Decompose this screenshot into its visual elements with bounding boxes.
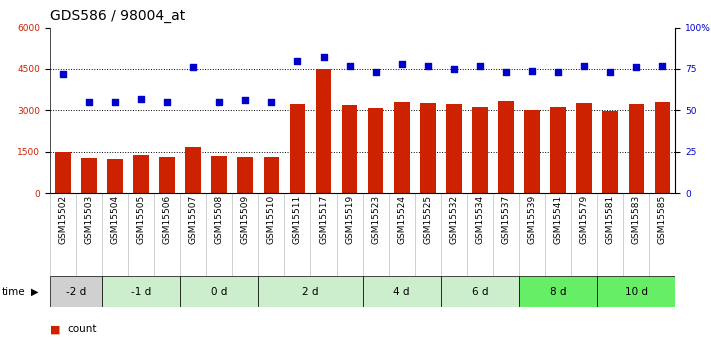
Bar	[629, 104, 644, 193]
Point	[396, 61, 407, 67]
Point	[604, 70, 616, 75]
Bar	[211, 156, 227, 193]
Bar	[394, 102, 410, 193]
Bar	[519, 276, 597, 307]
Point	[109, 99, 121, 105]
Point	[344, 63, 356, 68]
Text: GSM15581: GSM15581	[606, 195, 615, 244]
Text: time: time	[2, 287, 26, 296]
Bar	[498, 101, 514, 193]
Text: ■: ■	[50, 324, 60, 334]
Bar	[159, 157, 175, 193]
Text: GSM15502: GSM15502	[58, 195, 68, 244]
Point	[135, 96, 146, 101]
Text: -1 d: -1 d	[131, 287, 151, 296]
Bar	[577, 103, 592, 193]
Bar	[133, 155, 149, 193]
Bar	[441, 276, 519, 307]
Text: 0 d: 0 d	[211, 287, 228, 296]
Text: GDS586 / 98004_at: GDS586 / 98004_at	[50, 9, 185, 23]
Bar	[472, 107, 488, 193]
Text: GSM15579: GSM15579	[579, 195, 589, 244]
Text: 4 d: 4 d	[393, 287, 410, 296]
Text: GSM15506: GSM15506	[163, 195, 171, 244]
Text: GSM15539: GSM15539	[528, 195, 537, 244]
Text: 10 d: 10 d	[625, 287, 648, 296]
Bar	[602, 111, 618, 193]
Bar	[237, 157, 253, 193]
Text: GSM15537: GSM15537	[501, 195, 510, 244]
Text: GSM15524: GSM15524	[397, 195, 406, 244]
Text: GSM15583: GSM15583	[632, 195, 641, 244]
Text: -2 d: -2 d	[65, 287, 86, 296]
Text: GSM15511: GSM15511	[293, 195, 302, 244]
Bar	[55, 152, 70, 193]
Point	[240, 98, 251, 103]
Text: GSM15541: GSM15541	[554, 195, 562, 244]
Bar	[107, 159, 123, 193]
Text: 2 d: 2 d	[302, 287, 319, 296]
Text: GSM15525: GSM15525	[423, 195, 432, 244]
Text: GSM15510: GSM15510	[267, 195, 276, 244]
Bar	[342, 105, 358, 193]
Bar	[186, 147, 201, 193]
Point	[161, 99, 173, 105]
Text: GSM15585: GSM15585	[658, 195, 667, 244]
Bar	[420, 103, 436, 193]
Bar	[597, 276, 675, 307]
Point	[83, 99, 95, 105]
Text: GSM15503: GSM15503	[85, 195, 93, 244]
Point	[631, 65, 642, 70]
Bar	[102, 276, 180, 307]
Bar	[524, 110, 540, 193]
Bar	[289, 104, 305, 193]
Point	[552, 70, 564, 75]
Text: GSM15517: GSM15517	[319, 195, 328, 244]
Text: GSM15532: GSM15532	[449, 195, 459, 244]
Point	[370, 70, 381, 75]
Point	[448, 66, 459, 72]
Text: GSM15534: GSM15534	[476, 195, 484, 244]
Text: GSM15519: GSM15519	[345, 195, 354, 244]
Point	[292, 58, 303, 63]
Text: GSM15507: GSM15507	[188, 195, 198, 244]
Point	[474, 63, 486, 68]
Text: GSM15504: GSM15504	[110, 195, 119, 244]
Point	[526, 68, 538, 73]
Text: GSM15505: GSM15505	[137, 195, 146, 244]
Bar	[550, 107, 566, 193]
Bar	[264, 157, 279, 193]
Bar	[446, 104, 461, 193]
Point	[213, 99, 225, 105]
Bar	[258, 276, 363, 307]
Bar	[50, 276, 102, 307]
Point	[657, 63, 668, 68]
Point	[501, 70, 512, 75]
Text: GSM15523: GSM15523	[371, 195, 380, 244]
Bar	[655, 102, 670, 193]
Bar	[363, 276, 441, 307]
Text: GSM15508: GSM15508	[215, 195, 224, 244]
Point	[57, 71, 68, 77]
Bar	[368, 108, 383, 193]
Text: GSM15509: GSM15509	[241, 195, 250, 244]
Text: ▶: ▶	[31, 287, 38, 296]
Point	[188, 65, 199, 70]
Text: 6 d: 6 d	[471, 287, 488, 296]
Text: 8 d: 8 d	[550, 287, 567, 296]
Text: count: count	[68, 324, 97, 334]
Bar	[81, 158, 97, 193]
Point	[422, 63, 434, 68]
Bar	[180, 276, 258, 307]
Point	[266, 99, 277, 105]
Point	[579, 63, 590, 68]
Point	[318, 55, 329, 60]
Bar	[316, 69, 331, 193]
